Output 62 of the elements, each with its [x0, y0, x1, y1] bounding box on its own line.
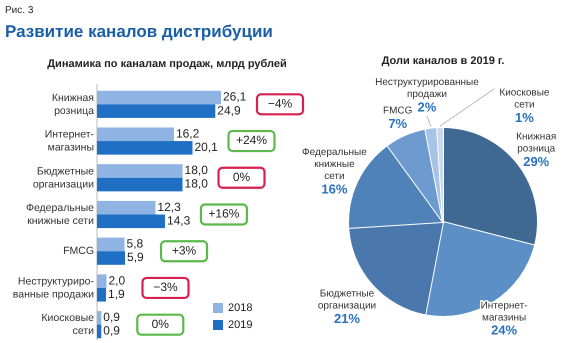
annotation: +3%	[172, 243, 197, 258]
text: Рис. 3	[5, 5, 34, 16]
data-label: 1,9	[108, 286, 126, 301]
y-tick-label: Книжная розница	[52, 92, 94, 117]
annotation: −3%	[153, 280, 178, 294]
slice-label: Неструктурированные продажи	[375, 76, 480, 100]
data-label: 5,9	[127, 250, 144, 264]
slice-label: Киосковые сети	[499, 87, 550, 110]
data-label: 26,1	[223, 90, 247, 104]
data-label: 29%	[523, 154, 550, 170]
bar	[97, 164, 183, 178]
bar	[97, 200, 156, 214]
bar	[97, 90, 221, 104]
chart-title: Доли каналов в 2019 г.	[382, 55, 504, 67]
data-label: 12,3	[157, 200, 182, 214]
data-label: 2%	[418, 99, 437, 114]
chart-title: Развитие каналов дистрибуции	[5, 22, 273, 41]
data-label: 16%	[321, 181, 348, 196]
y-tick-label: Федеральные книжные сети	[26, 202, 94, 227]
bar	[97, 251, 126, 265]
slice-label: Бюджетные организации	[318, 288, 376, 312]
slice-label: FMCG	[383, 105, 413, 116]
bar	[97, 311, 102, 325]
chart-subtitle: Динамика по каналам продаж, млрд рублей	[47, 58, 287, 70]
data-label: 5,8	[126, 236, 144, 251]
data-label: 0,9	[103, 324, 120, 338]
data-label: 20,1	[194, 140, 218, 154]
bar	[97, 214, 165, 228]
annotation: 0%	[152, 316, 170, 331]
data-label: 18,0	[184, 176, 208, 191]
text: −4%	[268, 96, 292, 110]
data-label: 7%	[388, 116, 408, 131]
data-label: 14,3	[166, 213, 191, 228]
bar	[97, 324, 102, 338]
data-label: 24,9	[217, 103, 241, 118]
bar	[97, 288, 106, 302]
bar	[97, 274, 106, 288]
legend-label: 2018	[228, 302, 252, 314]
y-tick-label: Киосковые сети	[41, 312, 94, 337]
bar	[97, 104, 216, 118]
y-tick-label: Неструктуриро- ванные продажи	[12, 275, 94, 300]
slice-label: Федеральные книжные сети	[302, 146, 368, 182]
bar	[97, 127, 174, 142]
data-label: 2,0	[108, 273, 126, 288]
data-label: 0,9	[103, 310, 120, 324]
data-label: 1%	[515, 110, 534, 126]
text: +24%	[236, 133, 268, 148]
data-label: 24%	[491, 322, 518, 338]
y-tick-label: Интернет- магазины	[44, 128, 94, 154]
text: 0%	[232, 170, 251, 184]
bar	[97, 141, 192, 155]
annotation: +16%	[208, 206, 240, 221]
data-label: 21%	[334, 311, 360, 326]
bar	[97, 238, 125, 252]
legend-label: 2019	[228, 318, 252, 331]
y-tick-label: Бюджетные организации	[32, 165, 94, 190]
slice-label: Интернет- магазины	[480, 300, 528, 323]
bar	[97, 178, 183, 192]
slice-label: Книжная розница	[516, 131, 556, 154]
data-label: 16,2	[176, 126, 200, 140]
data-label: 18,0	[184, 163, 208, 178]
y-tick-label: FMCG	[63, 245, 94, 258]
